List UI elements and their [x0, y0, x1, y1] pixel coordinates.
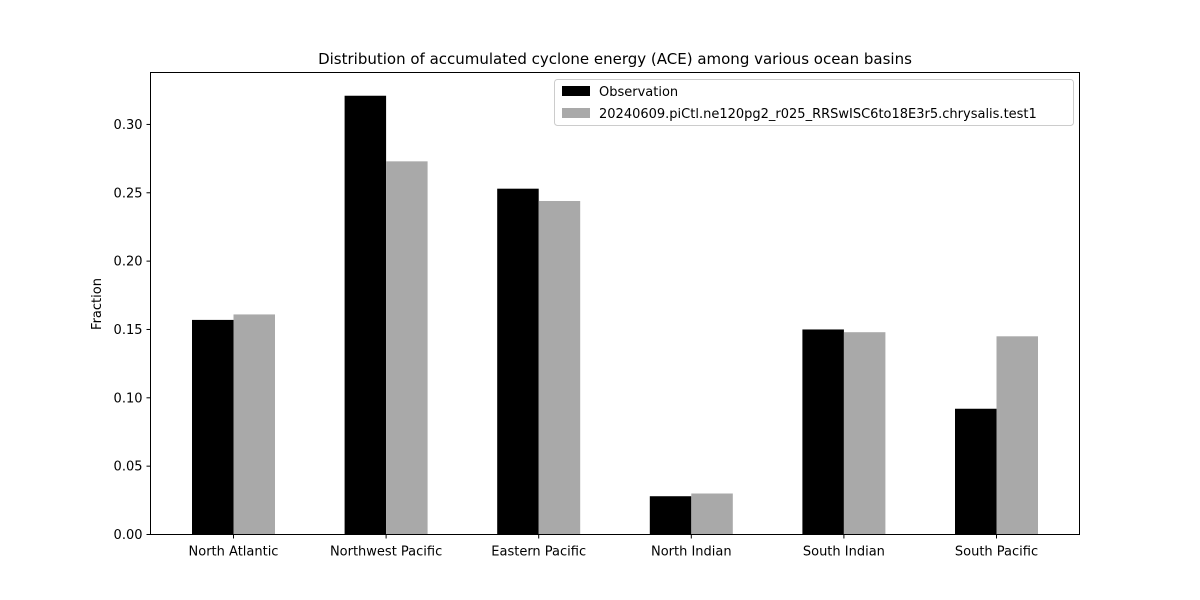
legend-box: [554, 79, 1074, 126]
y-tick-label: 0.20: [114, 255, 143, 270]
bar-observation-north-atlantic: [192, 319, 234, 535]
bar-model-northwest-pacific: [386, 161, 428, 535]
x-tick-label: South Indian: [803, 545, 885, 560]
x-tick-label: South Pacific: [955, 545, 1038, 560]
bar-model-south-pacific: [996, 336, 1038, 535]
x-axis-ticks: North Atlantic Northwest Pacific Eastern P…: [189, 534, 1038, 560]
legend-entry-label: 20240609.piCtl.ne120pg2_r025_RRSwISC6to1…: [599, 107, 1037, 122]
bar-model-south-indian: [843, 332, 886, 535]
x-tick-label: Northwest Pacific: [330, 545, 442, 560]
bar-observation-south-pacific: [955, 408, 997, 535]
bar-observation-eastern-pacific: [497, 188, 539, 535]
bar-observation-south-indian: [802, 329, 844, 535]
plot-area-frame: [150, 72, 1080, 535]
y-tick-label: 0.15: [114, 323, 143, 338]
bar-model-north-atlantic: [233, 314, 275, 535]
x-tick-label: Eastern Pacific: [491, 545, 586, 560]
y-tick-label: 0.10: [114, 391, 143, 406]
y-tick-label: 0.00: [114, 528, 143, 543]
y-axis-label: Fraction: [90, 278, 105, 330]
legend-swatch: [562, 86, 590, 96]
y-tick-label: 0.05: [114, 460, 143, 475]
legend-entry-label: Observation: [599, 85, 678, 100]
bar-observation-north-indian: [649, 496, 692, 535]
chart-title: Distribution of accumulated cyclone ener…: [318, 50, 912, 68]
y-tick-label: 0.30: [114, 118, 143, 133]
bar-model-eastern-pacific: [538, 200, 581, 535]
bar-model-north-indian: [691, 493, 733, 535]
y-tick-label: 0.25: [114, 186, 143, 201]
x-tick-label: North Indian: [651, 545, 732, 560]
legend: Observation 20240609.piCtl.ne120pg2_r025_…: [554, 79, 1074, 126]
x-tick-label: North Atlantic: [189, 545, 279, 560]
bar-observation-northwest-pacific: [344, 95, 387, 535]
bars-group: [192, 95, 1038, 535]
y-axis-ticks: 0.00 0.05 0.10 0.15 0.20 0.25 0.30: [114, 118, 151, 543]
legend-swatch: [562, 108, 590, 118]
